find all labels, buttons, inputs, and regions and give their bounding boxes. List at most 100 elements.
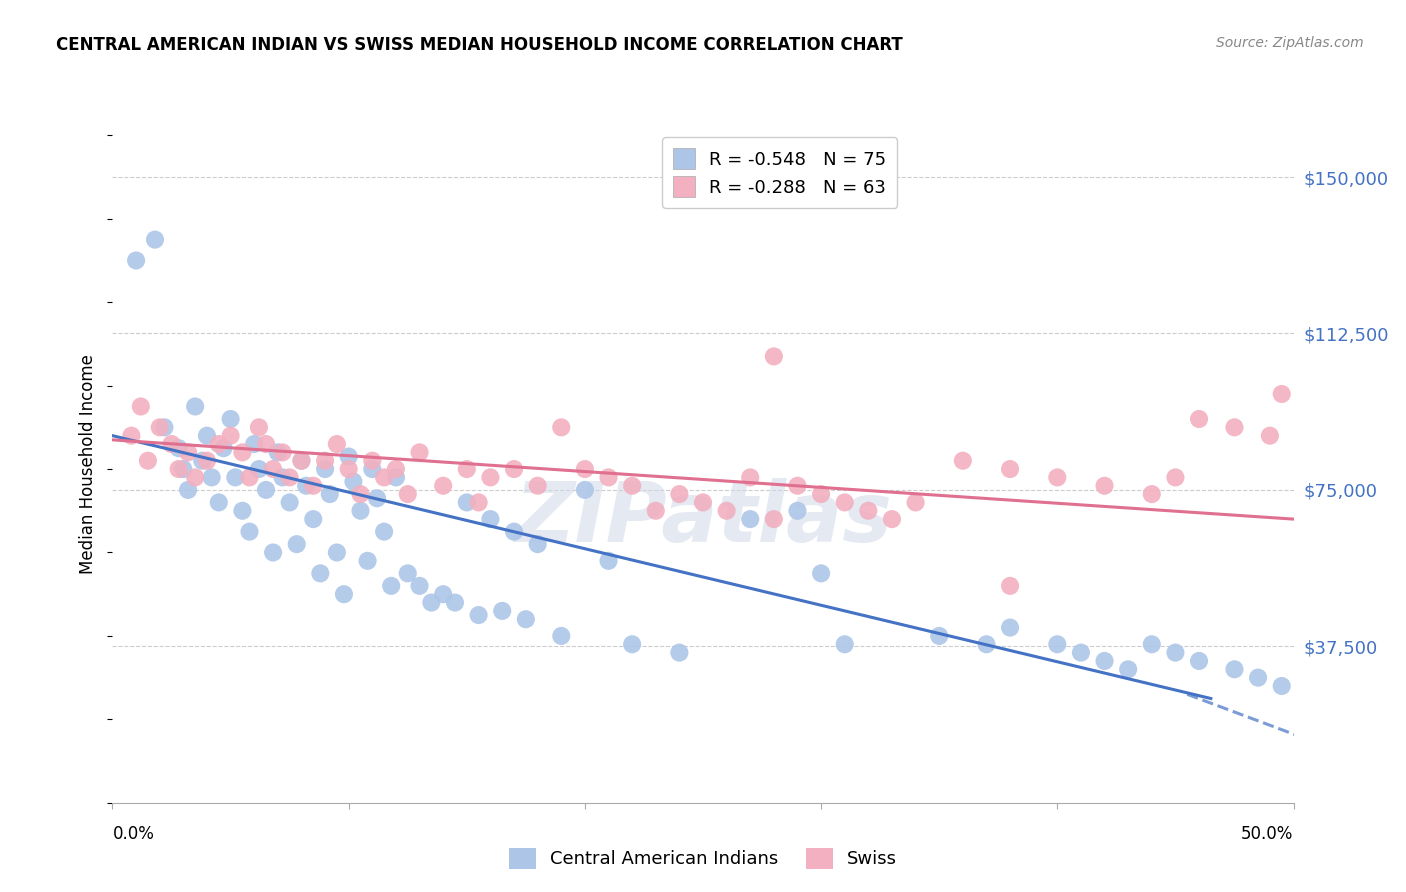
Point (238, 470, 260, 484)
Point (786, 504, 808, 518)
Point (208, 495, 231, 509)
Point (1094, 654, 1116, 668)
Point (177, 445, 200, 459)
Point (467, 608, 489, 623)
Text: Source: ZipAtlas.com: Source: ZipAtlas.com (1216, 36, 1364, 50)
Text: CENTRAL AMERICAN INDIAN VS SWISS MEDIAN HOUSEHOLD INCOME CORRELATION CHART: CENTRAL AMERICAN INDIAN VS SWISS MEDIAN … (56, 36, 903, 54)
Point (290, 453, 312, 467)
Point (278, 470, 301, 484)
Point (342, 475, 364, 489)
Point (247, 420, 270, 434)
Point (444, 596, 467, 610)
Point (810, 566, 832, 581)
Point (740, 512, 762, 526)
Point (976, 637, 998, 651)
Point (834, 637, 856, 651)
Point (219, 412, 242, 426)
Point (396, 566, 419, 581)
Point (356, 554, 378, 568)
Point (208, 437, 231, 451)
Point (1116, 662, 1139, 676)
Y-axis label: Median Household Income: Median Household Income (79, 354, 97, 574)
Point (762, 512, 785, 526)
Point (904, 495, 927, 509)
Point (302, 512, 325, 526)
Point (716, 504, 738, 518)
Point (598, 554, 620, 568)
Point (380, 579, 402, 593)
Point (1164, 470, 1187, 484)
Point (129, 400, 152, 414)
Point (467, 495, 489, 509)
Point (290, 453, 312, 467)
Point (1223, 420, 1246, 434)
Point (373, 470, 395, 484)
Point (160, 437, 183, 451)
Point (928, 629, 950, 643)
Point (1188, 654, 1211, 668)
Point (432, 479, 454, 493)
Point (1046, 637, 1069, 651)
Point (550, 420, 572, 434)
Point (254, 483, 277, 497)
Point (479, 470, 502, 484)
Point (479, 512, 502, 526)
Point (366, 491, 388, 506)
Point (740, 470, 762, 484)
Point (172, 462, 194, 476)
Point (762, 350, 785, 364)
Point (201, 470, 224, 484)
Point (408, 579, 430, 593)
Point (267, 445, 290, 459)
Point (420, 596, 443, 610)
Point (278, 495, 301, 509)
Point (319, 487, 342, 501)
Point (195, 453, 218, 467)
Point (231, 504, 253, 518)
Point (231, 445, 253, 459)
Point (668, 487, 690, 501)
Point (184, 470, 207, 484)
Point (621, 479, 644, 493)
Point (515, 612, 537, 626)
Point (326, 545, 349, 559)
Text: 0.0%: 0.0% (112, 825, 155, 843)
Point (1271, 387, 1294, 401)
Point (177, 483, 200, 497)
Point (373, 524, 395, 539)
Point (526, 479, 548, 493)
Point (1223, 662, 1246, 676)
Point (149, 420, 172, 434)
Point (1140, 637, 1163, 651)
Point (456, 495, 478, 509)
Point (285, 537, 308, 551)
Point (309, 566, 332, 581)
Point (167, 462, 190, 476)
Point (1164, 646, 1187, 660)
Point (167, 441, 190, 455)
Point (668, 646, 690, 660)
Point (212, 441, 235, 455)
Point (238, 524, 260, 539)
Point (1046, 470, 1069, 484)
Point (314, 453, 336, 467)
Point (834, 495, 856, 509)
Point (195, 428, 218, 442)
Point (333, 587, 356, 601)
Point (396, 487, 419, 501)
Point (432, 587, 454, 601)
Point (998, 579, 1021, 593)
Point (262, 545, 284, 559)
Point (337, 450, 360, 464)
Point (136, 453, 159, 467)
Point (361, 453, 384, 467)
Point (326, 437, 349, 451)
Point (361, 462, 384, 476)
Point (880, 512, 903, 526)
Point (1247, 671, 1270, 685)
Point (224, 470, 246, 484)
Text: 50.0%: 50.0% (1241, 825, 1294, 843)
Point (271, 445, 294, 459)
Point (503, 462, 526, 476)
Text: ZIPatlas: ZIPatlas (515, 477, 891, 558)
